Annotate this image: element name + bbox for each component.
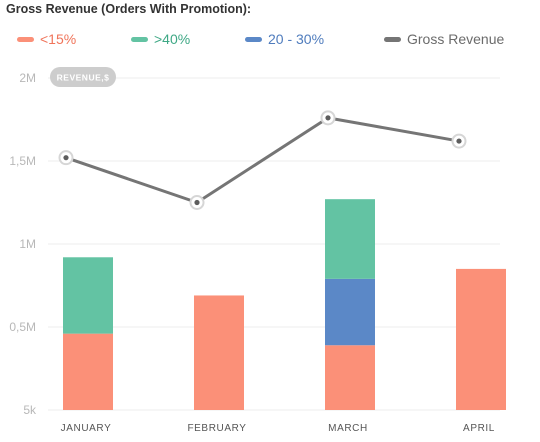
y-tick-label-1: 0,5M: [9, 320, 36, 334]
y-axis-ticks: 5k 0,5M 1M 1,5M 2M: [9, 71, 37, 417]
y-tick-label-4: 2M: [19, 71, 36, 85]
y-unit-badge: REVENUE,$: [50, 67, 116, 87]
legend-item-gt40[interactable]: >40%: [131, 31, 190, 47]
y-unit-badge-bg: [50, 67, 116, 87]
legend-swatch-gt40: [131, 36, 148, 42]
legend-label-gross-revenue: Gross Revenue: [407, 31, 505, 47]
bars: [63, 199, 506, 410]
legend-label-20-30: 20 - 30%: [268, 31, 325, 47]
line-point-january: [63, 155, 69, 161]
y-unit-badge-label: REVENUE,$: [57, 73, 110, 83]
bar-january-gt40: [63, 257, 113, 334]
x-tick-label-march: MARCH: [328, 423, 368, 434]
x-axis-ticks: JANUARY FEBRUARY MARCH APRIL: [61, 423, 495, 434]
x-tick-label-april: APRIL: [463, 423, 495, 434]
bar-april-lt15: [456, 268, 506, 410]
legend-item-20-30[interactable]: 20 - 30%: [245, 31, 324, 47]
bar-march-r20_30: [325, 278, 375, 346]
bar-march-gt40: [325, 199, 375, 279]
y-tick-label-0: 5k: [23, 403, 37, 417]
legend-label-gt40: >40%: [154, 31, 191, 47]
legend-swatch-20-30: [245, 36, 262, 42]
grid-lines: [48, 77, 500, 411]
y-tick-label-3: 1,5M: [9, 154, 36, 168]
x-tick-label-february: FEBRUARY: [187, 423, 246, 434]
x-tick-label-january: JANUARY: [61, 423, 112, 434]
chart-legend: <15% >40% 20 - 30% Gross Revenue: [0, 31, 540, 49]
line-point-february: [194, 199, 200, 206]
legend-item-lt15[interactable]: <15%: [17, 31, 76, 47]
legend-item-gross-revenue[interactable]: Gross Revenue: [384, 31, 504, 47]
bar-february-lt15: [194, 295, 244, 410]
bar-january-lt15: [63, 333, 113, 410]
bar-march-lt15: [325, 345, 375, 410]
y-tick-label-2: 1M: [19, 237, 36, 251]
legend-label-lt15: <15%: [40, 31, 77, 47]
gross-revenue-line: [58, 110, 467, 210]
legend-swatch-gross-revenue: [384, 36, 401, 42]
line-point-april: [456, 138, 462, 144]
legend-swatch-lt15: [17, 36, 34, 42]
line-point-march: [325, 115, 331, 121]
chart-title: Gross Revenue (Orders With Promotion):: [6, 2, 252, 16]
gross-revenue-polyline: [65, 116, 460, 204]
